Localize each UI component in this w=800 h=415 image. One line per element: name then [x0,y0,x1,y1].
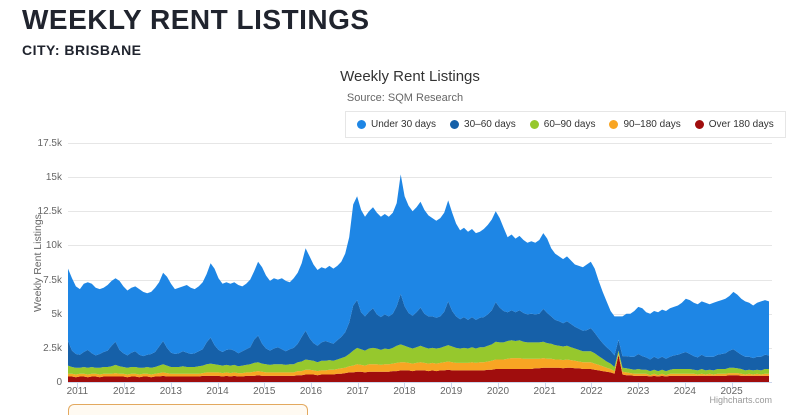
series-area-60-90-days [68,340,769,376]
legend-label: 60–90 days [543,119,596,130]
y-tick-label: 12.5k [37,206,62,218]
y-tick-label: 17.5k [37,138,62,149]
x-tick-label: 2024 [673,386,696,397]
x-tick-label: 2014 [206,386,229,397]
page-title: WEEKLY RENT LISTINGS [22,4,370,35]
under-30-days-marker-icon [357,120,366,129]
series-area-over-180-days [68,354,769,382]
y-tick-label: 0 [56,377,62,388]
y-tick-label: 5k [51,308,62,320]
x-tick-label: 2013 [159,386,182,397]
y-axis-title: Weekly Rent Listings [32,214,44,312]
90-180-days-marker-icon [609,120,619,129]
legend-item-90-180-days[interactable]: 90–180 days [602,119,687,130]
series-area-90-180-days [68,353,769,378]
chart-source-subtitle: Source: SQM Research [346,92,464,104]
legend-label: 90–180 days [623,119,681,130]
x-tick-label: 2022 [580,386,603,397]
highcharts-credit-link[interactable]: Highcharts.com [709,395,772,405]
x-tick-label: 2017 [346,386,369,397]
legend-item-over-180-days[interactable]: Over 180 days [688,119,781,130]
legend-label: Under 30 days [371,119,437,130]
x-tick-label: 2019 [440,386,463,397]
x-tick-label: 2020 [486,386,510,397]
y-tick-label: 15k [45,172,62,184]
x-tick-label: 2018 [393,386,416,397]
x-tick-label: 2023 [627,386,650,397]
series-area-30-60-days [68,293,769,372]
30-60-days-marker-icon [450,120,460,129]
y-tick-label: 2.5k [43,342,62,354]
x-tick-label: 2025 [720,386,743,397]
partial-bottom-button[interactable] [68,404,308,415]
60-90-days-marker-icon [529,120,539,129]
legend-label: 30–60 days [464,119,516,130]
x-tick-label: 2021 [533,386,556,397]
chart-title: Weekly Rent Listings [340,68,480,85]
legend-item-60-90-days[interactable]: 60–90 days [523,119,603,130]
y-tick-label: 7.5k [43,274,62,286]
legend-item-under-30-days[interactable]: Under 30 days [350,119,443,130]
y-tick-label: 10k [45,240,62,252]
series-area-under-30-days [68,174,769,360]
legend-label: Over 180 days [708,119,774,130]
x-tick-label: 2015 [253,386,276,397]
chart-legend: Under 30 days 30–60 days 60–90 days 90–180 … [345,111,786,138]
over-180-days-marker-icon [694,120,704,129]
page-subtitle-city: CITY: BRISBANE [22,42,142,58]
legend-item-30-60-days[interactable]: 30–60 days [443,119,523,130]
x-tick-label: 2011 [66,386,89,397]
x-tick-label: 2016 [299,386,323,397]
x-tick-label: 2012 [112,386,136,397]
